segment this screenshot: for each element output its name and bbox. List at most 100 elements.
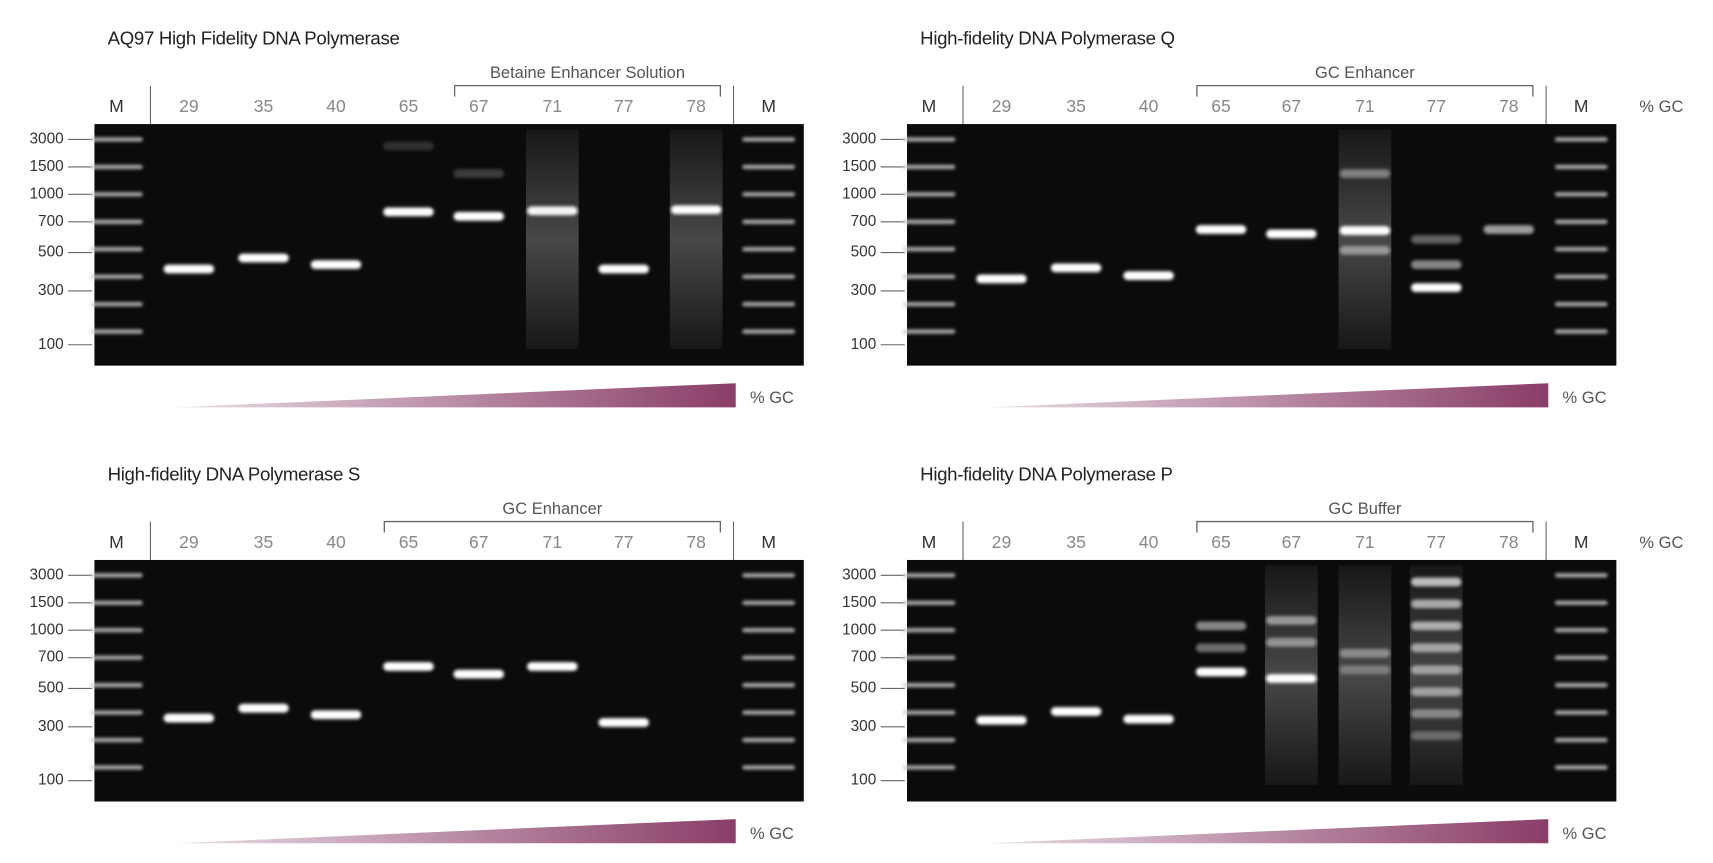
gel [907, 124, 1617, 366]
ladder-label: 300 [851, 282, 877, 299]
panel-title: High-fidelity DNA Polymerase P [920, 463, 1172, 484]
ladder-label: 1000 [30, 621, 64, 638]
ladder-label: 1500 [30, 594, 64, 611]
ladder-band [742, 573, 796, 578]
lane-label: 65 [399, 532, 419, 552]
band [1339, 648, 1391, 658]
smear [1338, 565, 1392, 786]
ladder-label: 3000 [30, 131, 64, 148]
lane-label: M [761, 96, 776, 116]
lane-label: 67 [1282, 96, 1302, 116]
ladder-label: 300 [38, 282, 64, 299]
lane-label: M [922, 96, 937, 116]
lane-label: 71 [543, 96, 563, 116]
ladder-band [90, 219, 143, 224]
band [453, 669, 505, 679]
lane-label: 78 [1499, 532, 1519, 552]
ladder-label: 3000 [842, 566, 876, 583]
lane-label: 71 [543, 532, 563, 552]
ladder-band [90, 655, 143, 660]
ladder-label: 700 [851, 649, 877, 666]
bracket-label: Betaine Enhancer Solution [490, 64, 685, 82]
ladder-band [1554, 573, 1608, 578]
ladder-label: 500 [38, 244, 64, 261]
bracket-label: GC Buffer [1328, 500, 1401, 518]
ladder-band [742, 655, 796, 660]
band [1339, 226, 1391, 235]
ladder-label: 100 [38, 772, 64, 789]
ladder-label: 1000 [842, 185, 876, 202]
ladder-label: 500 [851, 679, 877, 696]
ladder-band [90, 600, 143, 605]
lane-label: M [761, 532, 776, 552]
gc-gradient [175, 819, 736, 844]
ladder-label: 500 [851, 244, 877, 261]
ladder-label: 1500 [842, 594, 876, 611]
bracket [453, 84, 721, 97]
band [1411, 577, 1462, 587]
bracket [1196, 520, 1534, 533]
ladder-band [1554, 329, 1608, 334]
ladder-band [1554, 137, 1608, 142]
band [383, 141, 434, 151]
band [976, 274, 1027, 284]
ladder-band [1554, 682, 1608, 688]
lane-label: 67 [469, 532, 489, 552]
lane-label: 77 [614, 532, 634, 552]
band [1050, 263, 1102, 273]
ladder-band [902, 600, 956, 605]
ladder-band [742, 329, 796, 334]
ladder-label: 100 [38, 336, 64, 353]
ladder-band [742, 628, 796, 633]
ladder-label: 1000 [30, 185, 64, 202]
band [598, 264, 649, 274]
gel [94, 559, 804, 802]
band [1195, 225, 1247, 234]
ladder-band [902, 247, 956, 252]
gel-panel: High-fidelity DNA Polymerase S GC Enhance… [30, 463, 804, 844]
band [1266, 615, 1317, 625]
gradient-label: % GC [1563, 825, 1607, 843]
lane-label: 77 [1427, 532, 1447, 552]
ladder-band [902, 655, 956, 660]
ladder-band [1554, 737, 1608, 743]
ladder-band [1554, 655, 1608, 660]
ladder-label: 300 [851, 718, 877, 735]
ladder-band [90, 765, 143, 770]
ladder-band [1554, 301, 1608, 307]
lane-label: 35 [1066, 532, 1086, 552]
ladder-band [90, 247, 143, 252]
panel-title: High-fidelity DNA Polymerase S [108, 463, 360, 484]
smear [1409, 565, 1463, 786]
ladder-band [90, 737, 143, 743]
band [163, 264, 215, 274]
ladder-label: 700 [38, 649, 64, 666]
ladder-band [90, 137, 143, 142]
lane-label: M [922, 532, 937, 552]
ladder-band [902, 301, 956, 307]
lane-label: 40 [1139, 96, 1159, 116]
lane-label: 78 [686, 532, 706, 552]
ladder-band [742, 137, 796, 142]
band [1195, 643, 1247, 653]
gel [907, 559, 1617, 802]
band [1339, 245, 1391, 255]
ladder-band [742, 247, 796, 252]
band [1411, 283, 1462, 293]
lane-label: 35 [254, 532, 274, 552]
lane-label: M [1574, 96, 1589, 116]
ladder-band [1554, 765, 1608, 770]
lane-label: 35 [1066, 96, 1086, 116]
band [383, 207, 434, 217]
ladder-band [90, 682, 143, 688]
gel-panel: AQ97 High Fidelity DNA Polymerase Betaine… [30, 27, 804, 408]
ladder-band [1554, 600, 1608, 605]
band [1339, 665, 1391, 675]
ladder-band [742, 219, 796, 224]
ladder-label: 100 [851, 336, 877, 353]
ladder-band [902, 329, 956, 334]
lane-label: 71 [1355, 532, 1375, 552]
ladder-band [1554, 274, 1608, 279]
band [1266, 229, 1317, 239]
ladder-band [1554, 164, 1608, 170]
